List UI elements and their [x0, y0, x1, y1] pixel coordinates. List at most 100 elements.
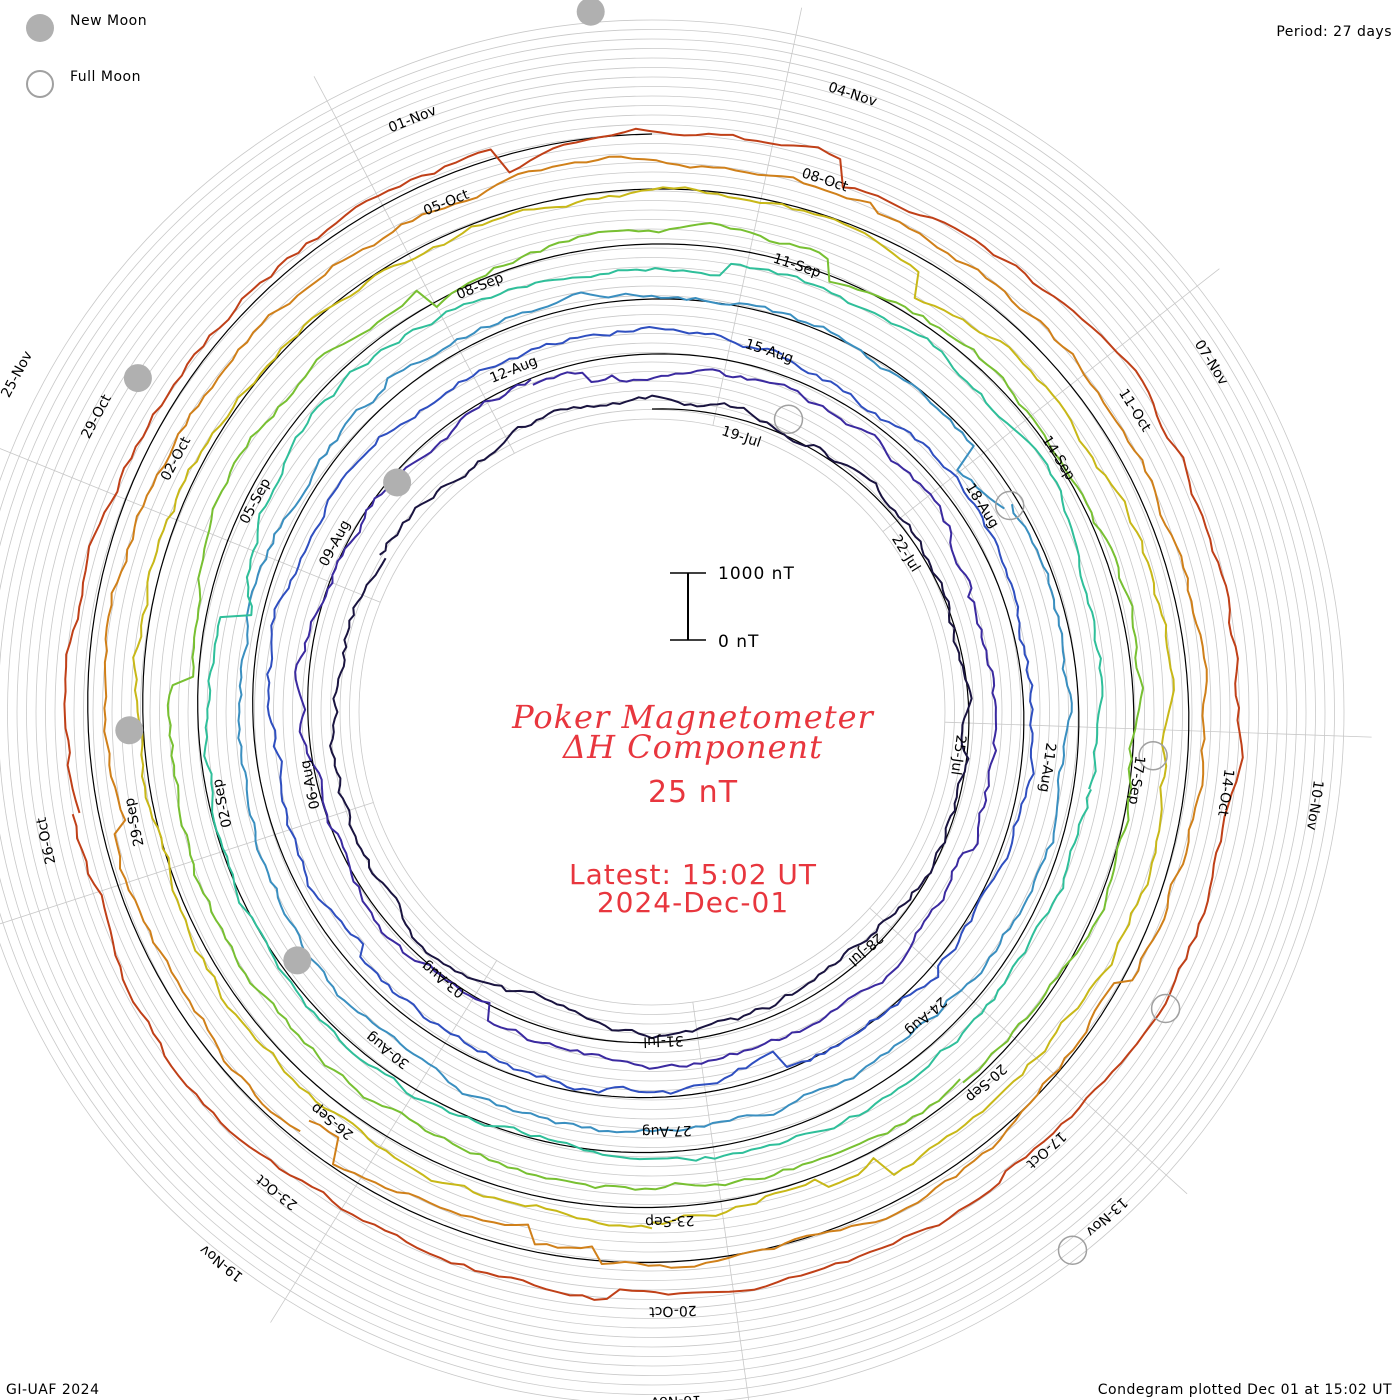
latest-time: Latest: 15:02 UT	[568, 858, 818, 891]
date-label: 10-Nov	[1303, 779, 1326, 831]
trace-cycle-8	[103, 155, 1208, 1269]
date-label: 17-Sep	[1125, 755, 1148, 806]
date-label: 13-Nov	[1082, 1194, 1130, 1239]
grid-ring	[330, 390, 974, 1034]
date-label: 29-Oct	[78, 392, 115, 442]
grid-ring	[292, 352, 1012, 1072]
grid-ring	[216, 276, 1088, 1148]
scale-bar-bottom-label: 0 nT	[718, 632, 760, 652]
grid-ring	[16, 76, 1288, 1348]
grid-ring	[178, 238, 1126, 1186]
grid-ring	[263, 323, 1041, 1101]
date-label: 05-Oct	[421, 186, 471, 219]
scale-bar-top-label: 1000 nT	[718, 564, 795, 584]
grid-ring	[121, 181, 1183, 1243]
legend-full-moon: Full Moon	[26, 69, 141, 98]
grid-ring	[159, 219, 1145, 1205]
date-label: 25-Jul	[947, 734, 968, 776]
grid-ring	[111, 171, 1193, 1253]
grid-ring	[273, 333, 1031, 1091]
grid-ring	[301, 361, 1003, 1063]
full-moon-marker	[1138, 741, 1168, 771]
full-moon-marker	[773, 404, 804, 435]
new-moon-marker	[383, 468, 412, 497]
grid-spoke	[270, 960, 498, 1323]
grid-spoke	[944, 721, 1372, 738]
grid-ring	[45, 105, 1259, 1319]
grid-ring	[102, 162, 1202, 1262]
grid-ring	[244, 304, 1060, 1120]
date-label: 14-Sep	[1038, 433, 1078, 483]
trace-cycle-6	[166, 222, 1144, 1191]
grid-ring	[130, 190, 1174, 1234]
new-moon-marker	[115, 716, 144, 745]
date-label: 19-Jul	[720, 423, 764, 451]
grid-ring	[358, 418, 946, 1006]
full-moon-icon	[26, 70, 54, 98]
full-moon-marker	[1057, 1235, 1088, 1265]
grid-ring	[0, 38, 1326, 1386]
scale-bar	[670, 572, 706, 641]
chart-title: Poker Magnetometer	[512, 698, 874, 736]
period-label: Period: 27 days	[1276, 24, 1392, 40]
grid-ring	[54, 114, 1250, 1310]
trace-cycle-9	[63, 127, 1244, 1301]
grid-ring	[0, 48, 1316, 1376]
grid-ring	[35, 95, 1269, 1329]
date-label: 20-Sep	[962, 1060, 1009, 1105]
date-label: 14-Oct	[1214, 768, 1237, 818]
grid-ring	[187, 247, 1117, 1177]
date-label: 08-Sep	[454, 270, 506, 303]
footer-credit: GI-UAF 2024	[6, 1382, 100, 1398]
date-label: 09-Aug	[316, 518, 354, 570]
full-moon-marker	[1150, 993, 1181, 1024]
date-label: 07-Nov	[1191, 337, 1231, 388]
magnetometer-traces	[63, 127, 1244, 1301]
baseline-ring-3	[197, 243, 1080, 1154]
new-moon-icon	[26, 14, 54, 42]
trace-cycle-7	[132, 186, 1175, 1230]
footer-plotted: Condegram plotted Dec 01 at 15:02 UT	[1097, 1382, 1392, 1398]
baseline-ring-5	[87, 133, 1190, 1264]
date-label: 01-Nov	[386, 103, 439, 137]
baseline-ring-2	[252, 298, 1025, 1099]
legend-new-moon: New Moon	[26, 13, 147, 42]
chart-subtitle: ΔH Component	[562, 728, 824, 766]
date-label: 25-Nov	[0, 349, 36, 401]
new-moon-marker	[576, 0, 605, 26]
date-label: 19-Nov	[197, 1241, 246, 1285]
baseline-ring-4	[142, 188, 1135, 1209]
grid-ring	[349, 409, 955, 1015]
moon-markers	[115, 0, 1181, 1265]
grid-ring	[0, 29, 1335, 1395]
trace-cycle-3	[266, 326, 1035, 1095]
grid-spoke	[313, 76, 515, 454]
grid-ring	[92, 152, 1212, 1272]
grid-ring	[83, 143, 1221, 1281]
full-moon-marker	[994, 490, 1025, 521]
baseline-ring-1	[307, 353, 970, 1044]
chart-scale: 25 nT	[647, 775, 739, 810]
grid-ring	[225, 285, 1079, 1139]
grid-ring	[26, 86, 1278, 1338]
new-moon-marker	[283, 946, 312, 975]
grid-ring	[140, 200, 1164, 1224]
grid-spoke	[869, 907, 1188, 1195]
grid-spoke	[712, 7, 803, 426]
grid-spoke	[882, 268, 1220, 532]
grid-ring	[7, 67, 1297, 1357]
date-label: 23-Sep	[645, 1212, 695, 1230]
trace-cycle-1	[329, 394, 973, 1040]
grid-ring	[0, 19, 1345, 1400]
baseline-rings	[87, 133, 1190, 1264]
trace-cycle-5	[203, 262, 1104, 1162]
date-label: 27-Aug	[641, 1122, 691, 1140]
grid-ring	[149, 209, 1155, 1215]
trace-cycle-4	[237, 291, 1073, 1134]
date-label: 04-Nov	[826, 79, 879, 110]
grid-spoke	[0, 448, 381, 603]
grid-ring	[0, 57, 1307, 1367]
date-label: 31-Jul	[643, 1032, 684, 1049]
legend-full-moon-label: Full Moon	[70, 69, 141, 85]
